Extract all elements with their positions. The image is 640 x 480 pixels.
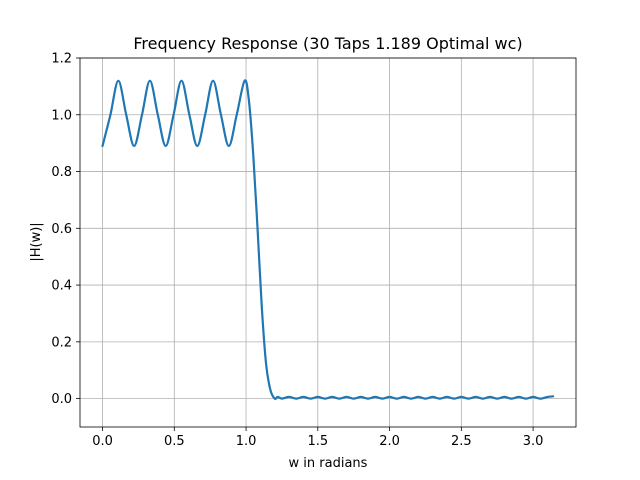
x-tick-label: 0.0 bbox=[92, 434, 113, 449]
chart-title: Frequency Response (30 Taps 1.189 Optima… bbox=[133, 34, 522, 53]
x-tick-label: 0.5 bbox=[164, 434, 185, 449]
plot-frame bbox=[79, 57, 577, 428]
x-tick-label: 3.0 bbox=[523, 434, 544, 449]
y-tick-label: 0.8 bbox=[51, 165, 72, 180]
x-tick-label: 2.0 bbox=[379, 434, 400, 449]
frequency-response-line bbox=[101, 79, 555, 400]
axis-ticks: 0.0 0.5 1.0 1.5 2.0 2.5 3.0 0.0 0.2 0.4 0.6 0.8 1.0 1… bbox=[51, 52, 543, 450]
y-tick-label: 0.0 bbox=[51, 392, 72, 407]
x-axis-label: w in radians bbox=[289, 456, 368, 471]
y-tick-label: 0.2 bbox=[51, 335, 72, 350]
grid-lines bbox=[80, 57, 576, 427]
y-tick-label: 1.0 bbox=[51, 108, 72, 123]
y-tick-label: 0.6 bbox=[51, 222, 72, 237]
y-tick-label: 1.2 bbox=[51, 52, 72, 67]
x-tick-label: 1.0 bbox=[236, 434, 257, 449]
y-tick-label: 0.4 bbox=[51, 279, 72, 294]
y-axis-label: |H(w)| bbox=[29, 222, 44, 261]
x-tick-label: 1.5 bbox=[307, 434, 328, 449]
x-tick-label: 2.5 bbox=[451, 434, 472, 449]
series-layer bbox=[101, 79, 555, 400]
